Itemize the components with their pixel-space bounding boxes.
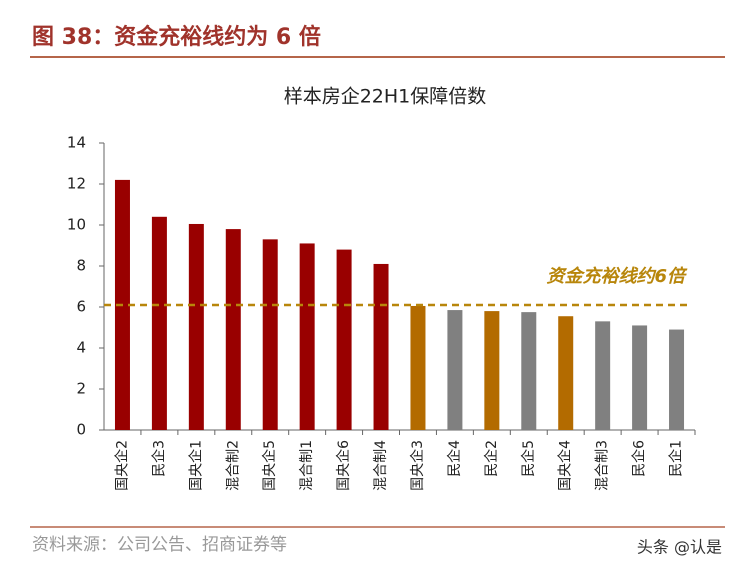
x-tick-label: 民企2 <box>483 440 500 477</box>
watermark: 头条 @认是 <box>637 538 722 557</box>
bar <box>225 229 241 430</box>
bar <box>521 312 537 430</box>
source: 资料来源：公司公告、招商证券等 <box>32 535 287 555</box>
y-tick-label: 12 <box>67 175 86 193</box>
bar <box>632 325 648 430</box>
bar <box>669 329 685 430</box>
bar <box>410 305 426 430</box>
bar <box>151 216 167 430</box>
x-tick-label: 混合制3 <box>595 440 611 491</box>
x-tick-label: 民企6 <box>631 440 648 477</box>
bar <box>373 263 389 430</box>
x-tick-label: 混合制4 <box>373 440 389 491</box>
y-tick-label: 10 <box>67 216 86 234</box>
x-tick-label: 国央企4 <box>557 440 574 491</box>
x-tick-label: 国央企1 <box>187 440 204 491</box>
bar <box>336 249 352 430</box>
x-tick-label: 国央企6 <box>335 440 352 491</box>
x-tick-label: 民企3 <box>150 440 167 477</box>
bar <box>262 239 278 430</box>
y-tick-label: 2 <box>76 380 86 398</box>
x-tick-label: 混合制1 <box>299 440 315 491</box>
y-tick-label: 0 <box>76 421 86 439</box>
x-tick-label: 民企4 <box>446 440 463 477</box>
chart-title: 样本房企22H1保障倍数 <box>284 86 487 108</box>
x-tick-label: 国央企5 <box>261 440 278 491</box>
y-tick-label: 14 <box>67 134 86 152</box>
reference-label: 资金充裕线约6倍 <box>546 266 688 287</box>
y-tick-label: 6 <box>76 298 86 316</box>
y-tick-label: 4 <box>76 339 86 357</box>
bar <box>299 243 315 430</box>
x-tick-label: 混合制2 <box>225 440 241 491</box>
bar <box>484 311 500 430</box>
figure-title: 图 38：资金充裕线约为 6 倍 <box>32 24 321 50</box>
x-tick-label: 国央企2 <box>113 440 130 491</box>
x-tick-label: 民企5 <box>520 440 537 477</box>
x-tick-label: 民企1 <box>668 440 685 477</box>
bar <box>447 310 463 430</box>
bar <box>595 321 611 430</box>
bar <box>558 316 574 430</box>
x-tick-label: 国央企3 <box>409 440 426 491</box>
y-tick-label: 8 <box>76 257 86 275</box>
bar <box>188 223 204 430</box>
